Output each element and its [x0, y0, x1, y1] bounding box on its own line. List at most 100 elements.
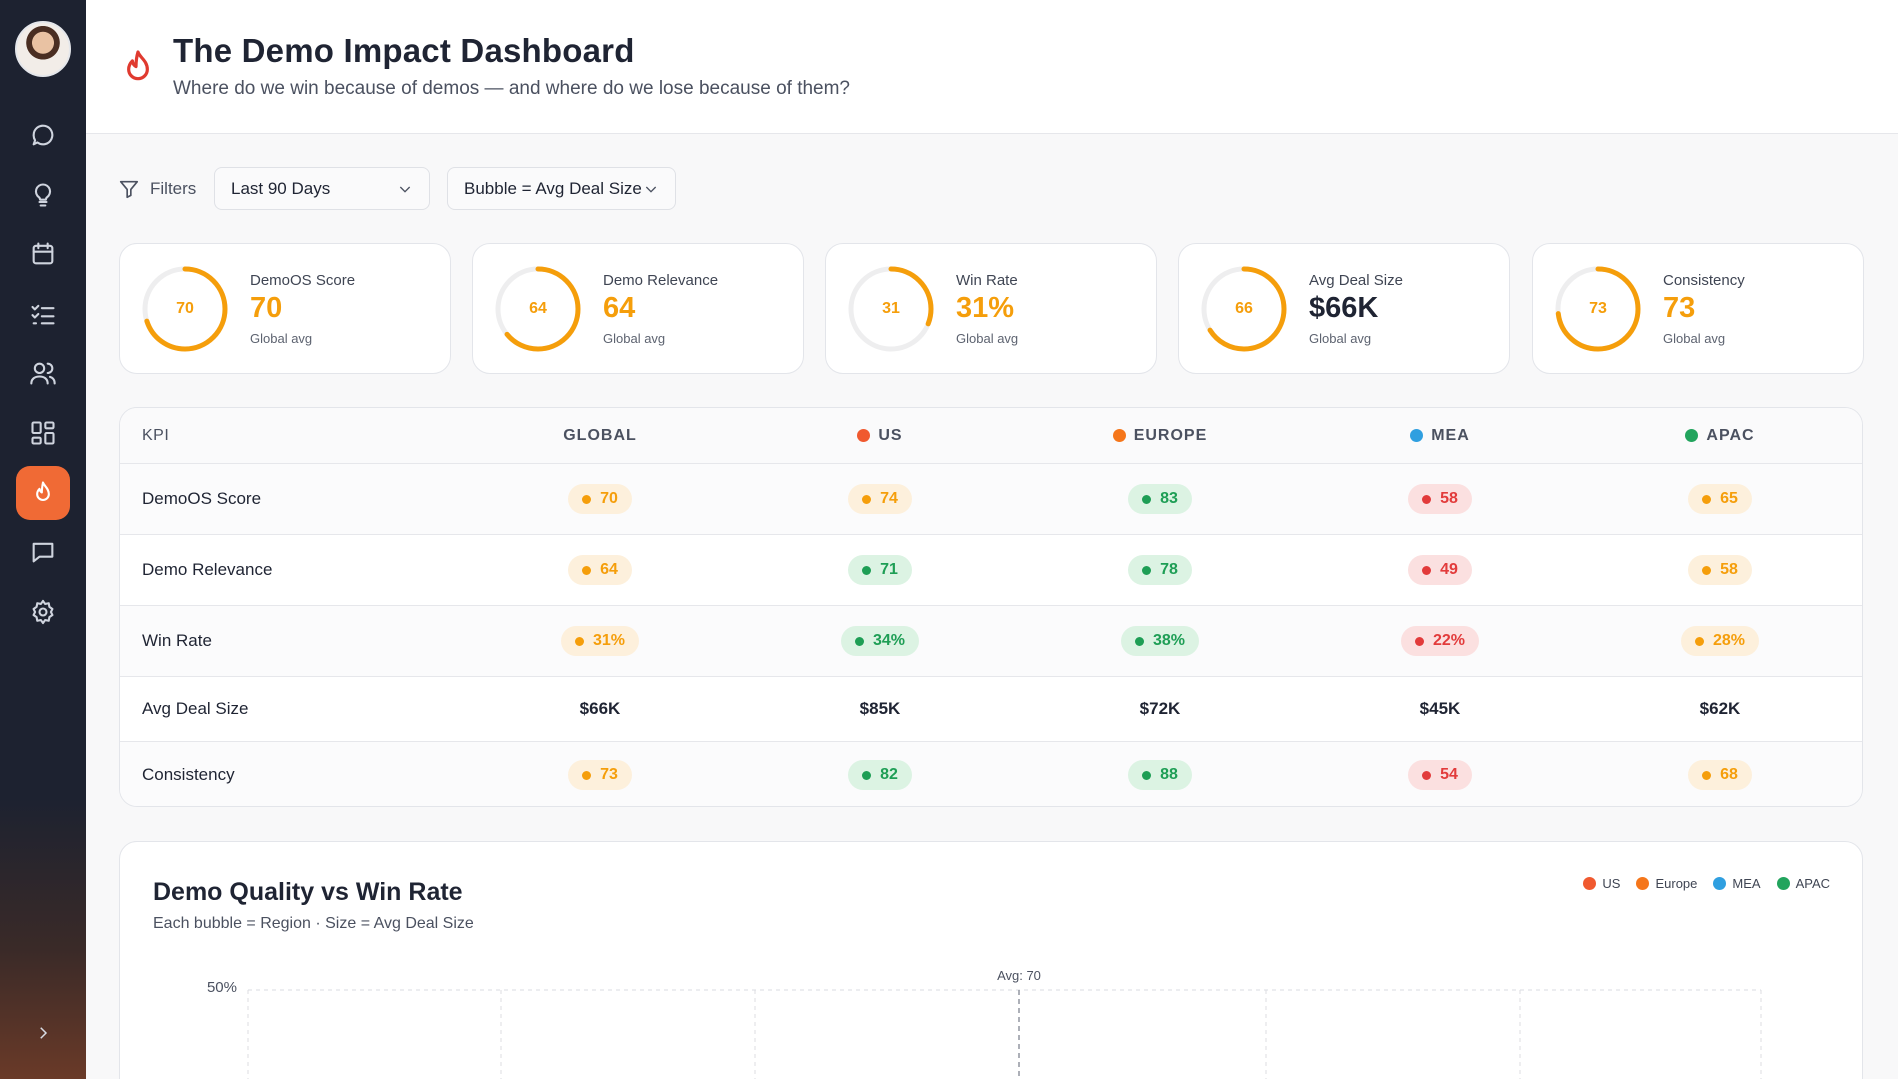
status-dot — [1422, 565, 1432, 575]
cell-value: 71 — [880, 561, 898, 578]
row-label-cell: Win Rate — [120, 606, 460, 676]
row-label: Consistency — [142, 765, 235, 784]
period-select[interactable]: Last 90 Days — [214, 167, 430, 210]
gear-icon[interactable] — [16, 585, 70, 639]
cell-value: 22% — [1432, 632, 1466, 649]
table-cell: 54 — [1300, 742, 1580, 806]
col-header-us: US — [740, 408, 1020, 463]
chat-icon[interactable] — [16, 108, 70, 162]
kpi-name: Demo Relevance — [603, 272, 719, 289]
status-dot — [1702, 494, 1712, 504]
table-row: Demo Relevance 64 71 78 49 58 — [120, 535, 1862, 606]
progress-ring — [495, 266, 581, 352]
grid-icon[interactable] — [16, 406, 70, 460]
table-cell: $72K — [1020, 677, 1300, 741]
legend-dot — [1713, 877, 1727, 890]
table-cell: $45K — [1300, 677, 1580, 741]
kpi-card[interactable]: 66 Avg Deal Size $66K Global avg — [1178, 243, 1510, 374]
filter-label-text: Filters — [150, 178, 197, 198]
chevron-down-icon — [399, 186, 411, 193]
row-label-cell: DemoOS Score — [120, 464, 460, 534]
ring-value: 64 — [529, 300, 547, 317]
chart-legend: US Europe MEA APAC — [1583, 876, 1830, 891]
message-icon[interactable] — [16, 525, 70, 579]
checklist-icon[interactable] — [16, 287, 70, 341]
row-label-cell: Demo Relevance — [120, 535, 460, 605]
status-dot — [1702, 770, 1712, 780]
us-dot — [857, 429, 871, 442]
legend-item-mea[interactable]: MEA — [1713, 876, 1761, 891]
col-header-europe: EUROPE — [1020, 408, 1300, 463]
cell-value: 64 — [600, 561, 618, 578]
status-dot — [574, 636, 584, 646]
kpi-card[interactable]: 31 Win Rate 31% Global avg — [825, 243, 1157, 374]
status-pill: 31% — [560, 626, 640, 656]
table-cell: 82 — [740, 742, 1020, 806]
legend-item-us[interactable]: US — [1583, 876, 1620, 891]
cell-value: 58 — [1720, 561, 1738, 578]
chevron-right-icon[interactable] — [30, 1020, 56, 1046]
row-label: Avg Deal Size — [142, 699, 249, 718]
table-cell: 83 — [1020, 464, 1300, 534]
kpi-card[interactable]: 73 Consistency 73 Global avg — [1532, 243, 1864, 374]
kpi-card[interactable]: 70 DemoOS Score 70 Global avg — [119, 243, 451, 374]
kpi-card[interactable]: 64 Demo Relevance 64 Global avg — [472, 243, 804, 374]
status-dot — [1142, 565, 1152, 575]
cell-value: 65 — [1720, 490, 1738, 507]
sidebar — [0, 0, 86, 1079]
avatar[interactable] — [15, 21, 71, 77]
filter-icon — [119, 180, 139, 198]
cell-value: 28% — [1712, 632, 1746, 649]
bubble-select[interactable]: Bubble = Avg Deal Size — [447, 167, 676, 210]
table-cell: 64 — [460, 535, 740, 605]
kpi-note: Global avg — [250, 331, 313, 346]
table-cell: 78 — [1020, 535, 1300, 605]
cell-value: 68 — [1720, 766, 1738, 783]
col-header-kpi: KPI — [142, 426, 170, 444]
lightbulb-icon[interactable] — [16, 168, 70, 222]
legend-item-apac[interactable]: APAC — [1776, 876, 1830, 891]
row-label-cell: Avg Deal Size — [120, 677, 460, 741]
cell-value: $62K — [1699, 699, 1741, 718]
cell-value: 74 — [880, 490, 898, 507]
status-pill: 70 — [568, 484, 632, 514]
kpi-name: Avg Deal Size — [1309, 272, 1403, 289]
users-icon[interactable] — [16, 346, 70, 400]
progress-ring — [142, 266, 228, 352]
status-dot — [1702, 565, 1712, 575]
col-header-apac: APAC — [1580, 408, 1860, 463]
status-pill: 78 — [1128, 555, 1192, 585]
kpi-name: Win Rate — [956, 272, 1018, 289]
bubble-chart-card: 50% Avg: 70 Demo Quality vs Win Rate Eac… — [119, 841, 1863, 1079]
mea-dot — [1410, 429, 1424, 442]
status-pill: 73 — [568, 760, 632, 790]
table-cell: $62K — [1580, 677, 1860, 741]
table-row: Consistency 73 82 88 54 68 — [120, 742, 1862, 806]
europe-dot — [1112, 429, 1126, 442]
status-pill: 68 — [1688, 760, 1752, 790]
cell-value: $85K — [859, 699, 901, 718]
ring-value: 73 — [1589, 300, 1607, 317]
progress-ring — [848, 266, 934, 352]
status-dot — [1422, 494, 1432, 504]
chart-grid — [247, 989, 1762, 1079]
cell-value: 70 — [600, 490, 618, 507]
ring-value: 31 — [882, 300, 900, 317]
legend-dot — [1776, 877, 1790, 890]
kpi-note: Global avg — [603, 331, 666, 346]
period-select-value: Last 90 Days — [231, 178, 331, 198]
calendar-icon[interactable] — [16, 227, 70, 281]
legend-item-europe[interactable]: Europe — [1636, 876, 1697, 891]
kpi-name: Consistency — [1663, 272, 1745, 289]
row-label: Demo Relevance — [142, 560, 273, 579]
row-label: DemoOS Score — [142, 489, 262, 508]
status-pill: 28% — [1680, 626, 1760, 656]
flame-icon[interactable] — [16, 466, 70, 520]
table-cell: 31% — [460, 606, 740, 676]
table-cell: 70 — [460, 464, 740, 534]
kpi-value: 31% — [956, 292, 1015, 324]
page-header: The Demo Impact Dashboard Where do we wi… — [86, 0, 1898, 134]
chart-subtitle: Each bubble = Region · Size = Avg Deal S… — [153, 915, 474, 932]
status-pill: 58 — [1408, 484, 1472, 514]
kpi-value: 73 — [1663, 292, 1696, 324]
